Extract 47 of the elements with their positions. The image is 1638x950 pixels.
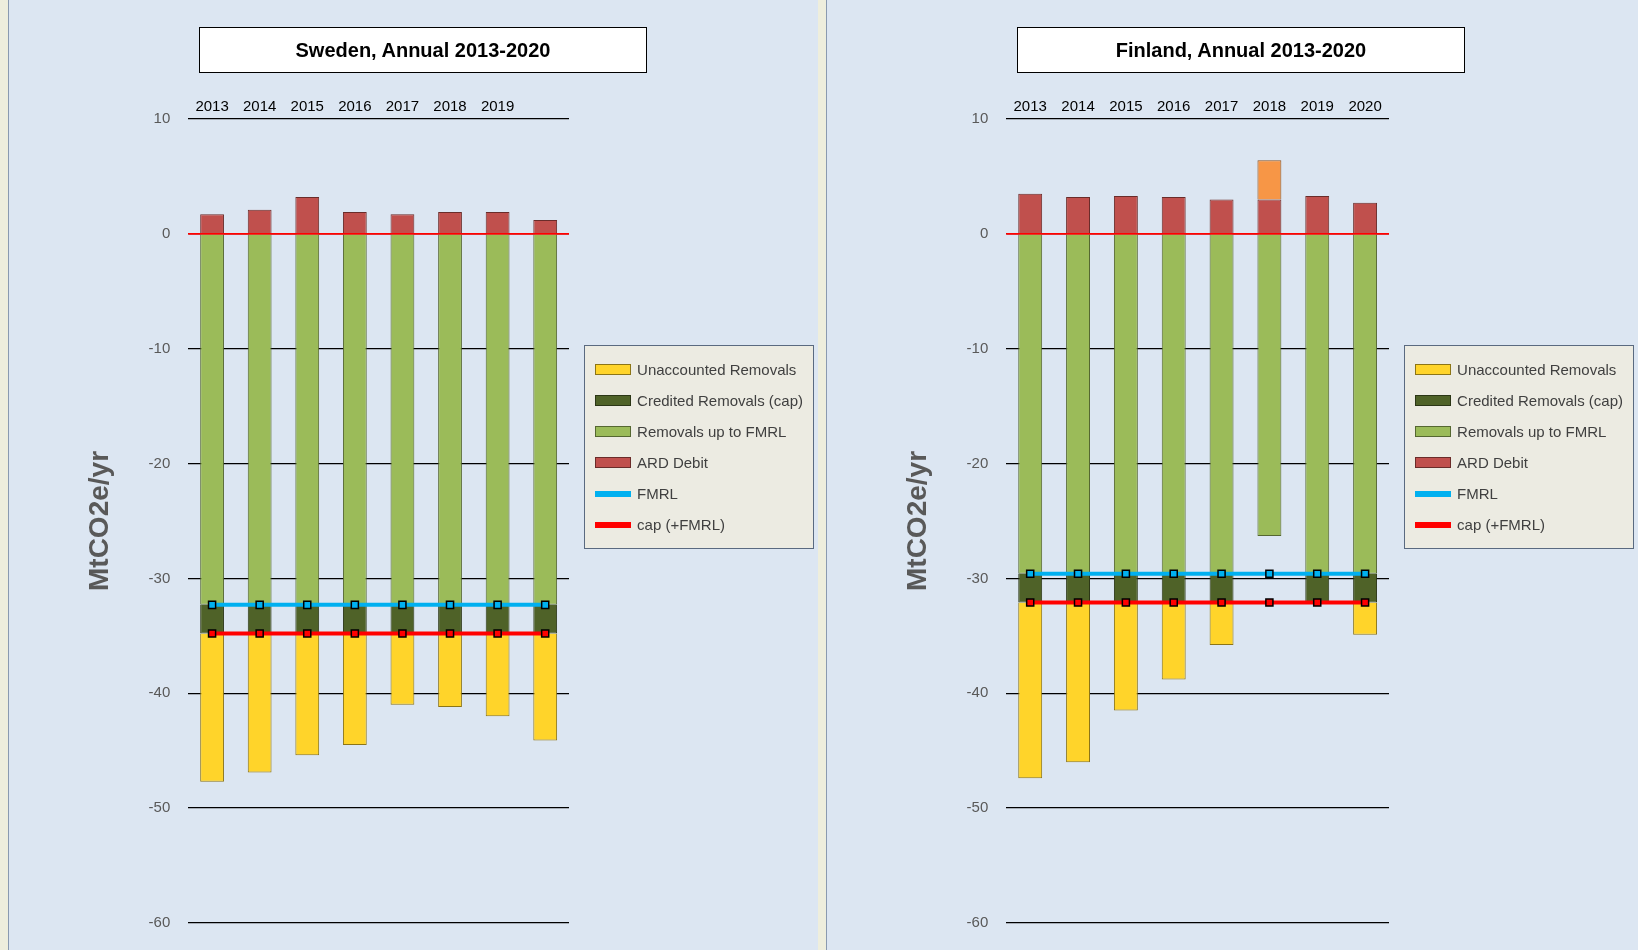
x-tick-label: 2015 [290,97,324,115]
y-tick-label: 0 [979,224,989,241]
y-tick-label: -30 [966,568,989,586]
x-tick-label: 2019 [480,97,515,115]
x-tick-label: 2017 [385,97,420,115]
chart-title: Sweden, Annual 2013-2020 [199,27,647,73]
legend-label: cap (+FMRL) [637,516,726,533]
x-tick-label: 2017 [1204,97,1239,115]
x-tick-label: 2015 [1109,97,1143,115]
legend-label: Credited Removals (cap) [1457,392,1623,409]
y-tick-label: -20 [966,453,989,471]
y-tick-label: -20 [148,453,171,471]
x-tick-label: 2013 [195,97,229,115]
y-tick-label: -10 [148,338,171,356]
legend-label: FMRL [1457,485,1498,502]
y-tick-label: 10 [971,109,989,127]
y-axis-title: MtCO2e/yr [82,450,114,592]
y-tick-label: -40 [966,683,989,701]
legend-label: Removals up to FMRL [637,423,787,440]
legend-label: cap (+FMRL) [1457,516,1546,533]
x-tick-label: 2020 [1348,97,1382,115]
y-tick-label: -50 [966,798,989,816]
legend-label: ARD Debit [637,454,708,471]
y-tick-label: -60 [966,913,989,931]
x-tick-label: 2014 [1061,97,1095,115]
y-tick-label: -10 [966,338,989,356]
x-tick-label: 2016 [338,97,372,115]
x-tick-label: 2018 [1252,97,1287,115]
y-axis-title: MtCO2e/yr [900,450,932,592]
legend-label: Credited Removals (cap) [637,392,803,409]
x-tick-label: 2018 [433,97,467,115]
legend-label: FMRL [637,485,678,502]
y-tick-label: -50 [148,798,171,816]
x-tick-label: 2019 [1300,97,1334,115]
x-tick-label: 2016 [1157,97,1191,115]
x-tick-label: 2013 [1013,97,1047,115]
legend-label: ARD Debit [1457,454,1528,471]
chart-title: Finland, Annual 2013-2020 [1017,27,1465,73]
y-tick-label: 0 [161,224,171,241]
legend-label: Unaccounted Removals [637,361,797,378]
legend-label: Unaccounted Removals [1457,361,1617,378]
y-tick-label: -30 [148,568,171,586]
y-tick-label: 10 [153,109,171,127]
x-tick-label: 2014 [242,97,277,115]
y-tick-label: -40 [148,683,171,701]
legend-label: Removals up to FMRL [1457,423,1607,440]
y-tick-label: -60 [148,913,171,931]
